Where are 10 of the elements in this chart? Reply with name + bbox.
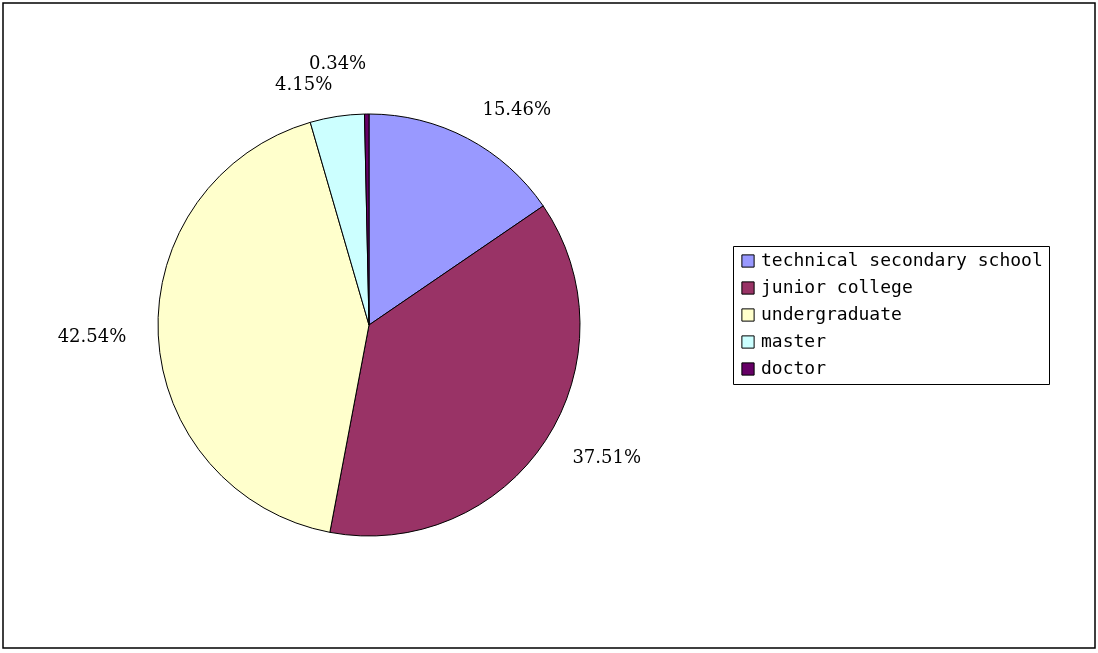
legend-label: doctor [761, 357, 827, 378]
data-label: 0.34% [309, 52, 367, 74]
data-label: 37.51% [572, 445, 642, 467]
legend-label: junior college [761, 276, 913, 297]
data-label: 15.46% [482, 98, 552, 120]
legend-label: technical secondary school [761, 249, 1043, 270]
legend-label: master [761, 330, 827, 351]
data-label: 4.15% [275, 72, 333, 94]
data-label: 42.54% [57, 324, 127, 346]
legend-label: undergraduate [761, 303, 902, 324]
